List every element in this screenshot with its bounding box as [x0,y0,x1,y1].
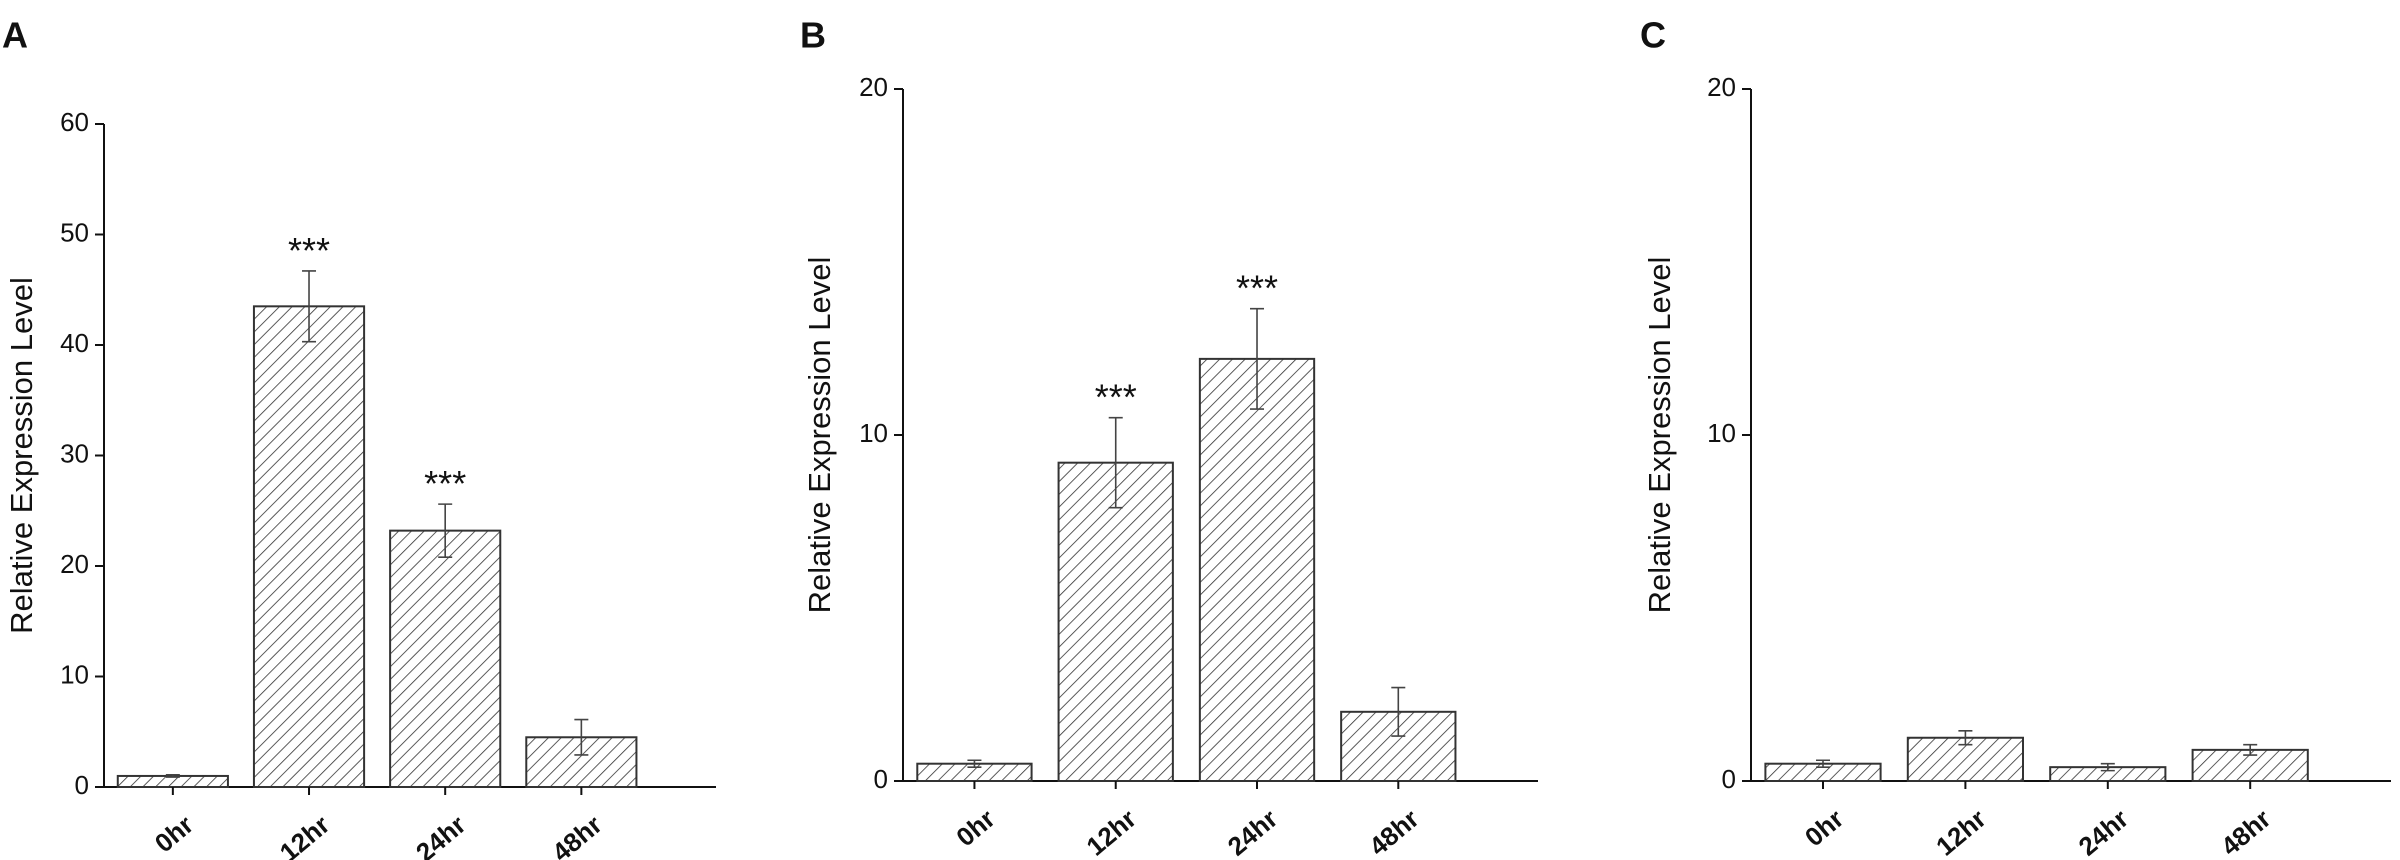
x-tick-label: 48hr [2215,803,2276,860]
significance: *** [424,463,466,504]
y-tick-label: 50 [60,217,89,247]
error-bar [302,270,317,343]
error-bar [165,774,180,778]
error-bar [574,718,589,756]
bar [525,736,638,789]
error-bar [2100,762,2115,772]
x-tick-label: 12hr [1930,803,1991,860]
bar [1057,461,1174,782]
error-bar [967,759,982,768]
bar [389,529,502,788]
y-tick-label: 10 [60,659,89,689]
error-bar [1250,307,1265,410]
bar [252,305,366,788]
y-tick-label: 40 [60,328,89,358]
error-bar [438,503,453,558]
x-tick-label: 24hr [410,809,471,860]
y-axis-label: Relative Expression Level [1642,257,1677,614]
y-tick-label: 20 [859,72,888,102]
panel-label: A [2,15,28,56]
error-bar [1958,730,1973,746]
panel-label: B [800,15,826,56]
error-bar [1108,416,1123,509]
error-bar [1816,759,1830,768]
y-tick-label: 10 [859,418,888,448]
panel-label: C [1640,15,1666,56]
x-tick-label: 48hr [546,809,607,860]
x-tick-label: 0hr [950,803,1000,852]
y-tick-label: 0 [1722,764,1736,794]
significance: *** [288,230,330,271]
y-tick-label: 0 [874,764,888,794]
bar [1198,357,1316,782]
y-tick-label: 20 [60,549,89,579]
x-tick-label: 0hr [1799,803,1849,852]
y-tick-label: 30 [60,438,89,468]
y-axis-label: Relative Expression Level [802,257,837,614]
x-tick-label: 12hr [1081,803,1142,860]
y-axis-label: Relative Expression Level [4,277,39,634]
error-bar [2243,743,2258,756]
x-tick-label: 48hr [1363,803,1424,860]
x-tick-label: 24hr [1222,803,1283,860]
y-tick-label: 0 [75,770,89,800]
x-tick-label: 12hr [274,809,335,860]
y-tick-label: 20 [1707,72,1736,102]
y-tick-label: 60 [60,107,89,137]
x-tick-label: 0hr [149,809,199,858]
x-tick-label: 24hr [2073,803,2134,860]
significance: *** [1236,268,1278,309]
y-tick-label: 10 [1707,418,1736,448]
error-bar [1391,686,1406,737]
significance: *** [1095,377,1137,418]
